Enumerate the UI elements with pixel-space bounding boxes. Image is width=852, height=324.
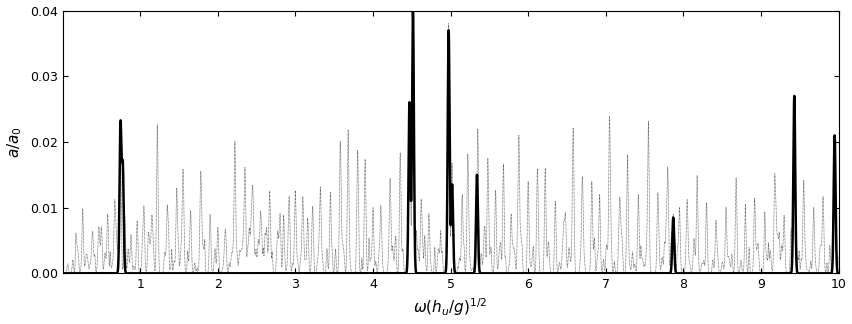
X-axis label: $\omega(h_u/g)^{1/2}$: $\omega(h_u/g)^{1/2}$ <box>413 297 487 318</box>
Y-axis label: $a/a_0$: $a/a_0$ <box>6 126 24 158</box>
